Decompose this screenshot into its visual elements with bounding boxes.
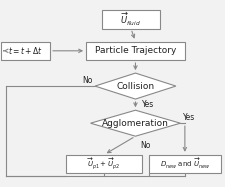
Text: $t = t + \Delta t$: $t = t + \Delta t$ (8, 45, 43, 56)
Text: Agglomeration: Agglomeration (101, 119, 168, 128)
FancyBboxPatch shape (148, 155, 220, 173)
Text: Yes: Yes (142, 100, 154, 109)
Text: Particle Trajectory: Particle Trajectory (94, 46, 175, 55)
FancyBboxPatch shape (86, 42, 184, 60)
Text: $\overrightarrow{U}_{p1} + \overrightarrow{U}_{p2}$: $\overrightarrow{U}_{p1} + \overrightarr… (87, 156, 120, 172)
Text: $\overrightarrow{U}_{fluid}$: $\overrightarrow{U}_{fluid}$ (120, 11, 141, 28)
FancyBboxPatch shape (65, 155, 142, 173)
Text: Collision: Collision (116, 82, 154, 91)
Text: Yes: Yes (182, 113, 194, 122)
FancyBboxPatch shape (101, 10, 160, 29)
Polygon shape (90, 110, 180, 136)
Text: $D_{new}$ and $\overrightarrow{U}_{new}$: $D_{new}$ and $\overrightarrow{U}_{new}$ (159, 157, 209, 171)
FancyBboxPatch shape (1, 42, 50, 60)
Text: No: No (139, 141, 150, 150)
Text: No: No (82, 76, 92, 85)
Polygon shape (94, 73, 175, 99)
